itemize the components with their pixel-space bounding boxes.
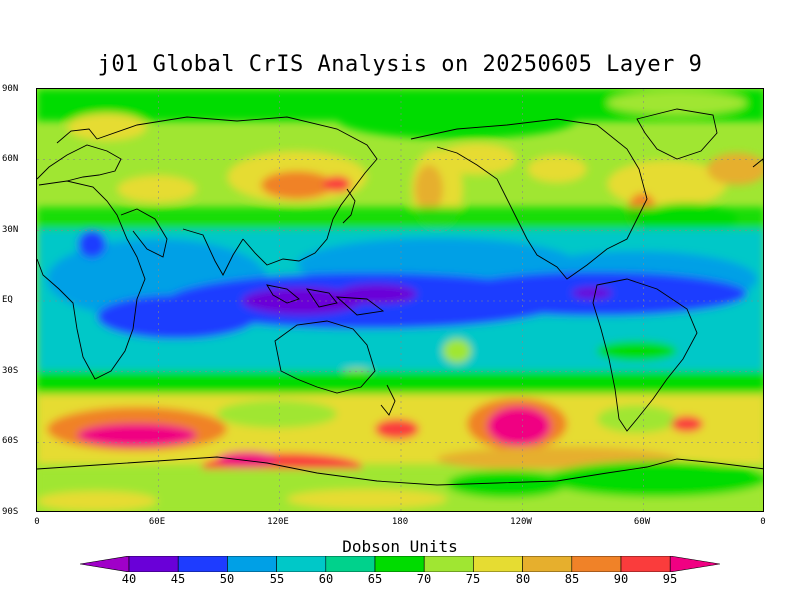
colorbar-label-75: 75 bbox=[465, 572, 481, 586]
colorbar-label-80: 80 bbox=[515, 572, 531, 586]
colorbar-label-55: 55 bbox=[269, 572, 285, 586]
colorbar-bin bbox=[620, 556, 671, 572]
lon-label-60w: 60W bbox=[633, 517, 651, 527]
lat-label-30n: 30N bbox=[2, 225, 19, 235]
colorbar-bin bbox=[227, 556, 277, 572]
ozone-map bbox=[36, 88, 764, 512]
colorbar-bin bbox=[128, 556, 179, 572]
colorbar bbox=[80, 556, 720, 572]
colorbar-bin bbox=[325, 556, 376, 572]
colorbar-label-65: 65 bbox=[367, 572, 383, 586]
colorbar-bin bbox=[571, 556, 622, 572]
colorbar-bin bbox=[374, 556, 425, 572]
lat-label-eq: EQ bbox=[2, 295, 13, 305]
colorbar-bin bbox=[522, 556, 573, 572]
ozone-field bbox=[37, 89, 763, 511]
colorbar-high-arrow bbox=[669, 556, 720, 572]
coastlines bbox=[37, 108, 763, 486]
colorbar-bin bbox=[423, 556, 474, 572]
colorbar-title: Dobson Units bbox=[342, 537, 458, 556]
colorbar-label-40: 40 bbox=[121, 572, 137, 586]
lat-label-90n: 90N bbox=[2, 84, 19, 94]
lon-label-0-end: 0 bbox=[760, 517, 766, 527]
colorbar-label-70: 70 bbox=[416, 572, 432, 586]
colorbar-label-95: 95 bbox=[662, 572, 678, 586]
colorbar-label-45: 45 bbox=[170, 572, 186, 586]
lat-label-60n: 60N bbox=[2, 154, 19, 164]
lon-label-120e: 120E bbox=[267, 517, 289, 527]
colorbar-low-arrow bbox=[80, 556, 130, 572]
colorbar-label-85: 85 bbox=[564, 572, 580, 586]
lon-label-0: 0 bbox=[34, 517, 40, 527]
lon-label-180: 180 bbox=[391, 517, 409, 527]
lon-label-120w: 120W bbox=[510, 517, 532, 527]
lon-label-60e: 60E bbox=[148, 517, 166, 527]
lat-label-90s: 90S bbox=[2, 507, 19, 517]
colorbar-label-90: 90 bbox=[613, 572, 629, 586]
lat-label-60s: 60S bbox=[2, 436, 19, 446]
lat-label-30s: 30S bbox=[2, 366, 19, 376]
colorbar-label-60: 60 bbox=[318, 572, 334, 586]
colorbar-label-50: 50 bbox=[219, 572, 235, 586]
colorbar-bin bbox=[473, 556, 523, 572]
colorbar-bin bbox=[276, 556, 327, 572]
map-title: j01 Global CrIS Analysis on 20250605 Lay… bbox=[97, 52, 703, 77]
colorbar-bin bbox=[177, 556, 228, 572]
